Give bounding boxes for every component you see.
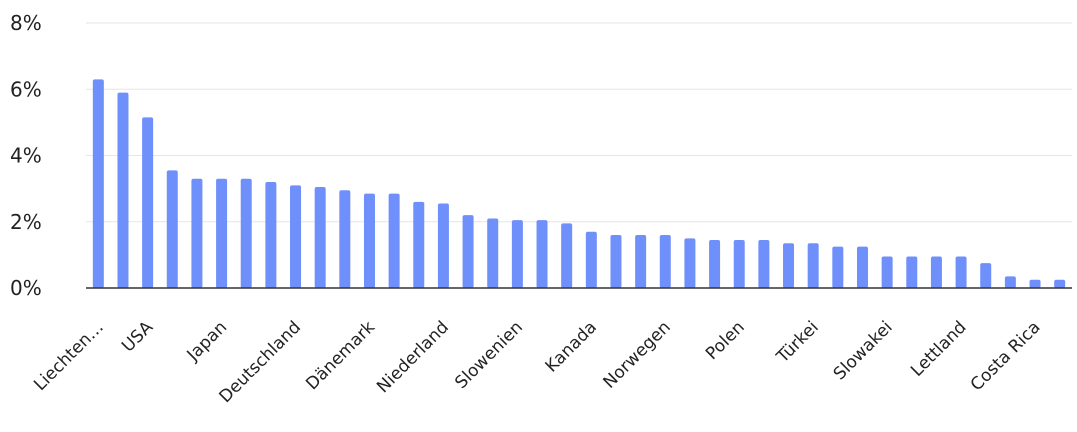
y-tick-label: 2% (10, 210, 42, 234)
bar (659, 235, 671, 288)
bar (487, 218, 499, 288)
bar (832, 246, 844, 288)
bar (709, 239, 721, 288)
bar (265, 182, 277, 288)
x-tick-label: Polen (702, 317, 749, 364)
bar (413, 201, 425, 288)
x-tick-label: Japan (183, 317, 231, 365)
y-tick-label: 8% (10, 11, 42, 35)
bar (117, 92, 129, 288)
grid-lines (86, 22, 1072, 223)
x-tick-label: Kanada (542, 317, 601, 376)
bar (511, 220, 523, 288)
y-tick-label: 4% (10, 144, 42, 168)
bar (92, 79, 104, 288)
x-tick-label: Dänemark (302, 317, 379, 394)
bar (1029, 279, 1041, 288)
bar (536, 220, 548, 288)
bar (930, 256, 942, 288)
x-tick-label: Norwegen (600, 317, 675, 392)
bar (881, 256, 893, 288)
bar (290, 185, 302, 288)
bar (906, 256, 918, 288)
bar (388, 193, 400, 288)
bar (635, 235, 647, 288)
bar (733, 239, 745, 288)
bar (955, 256, 967, 288)
bar (142, 117, 154, 288)
bar (363, 193, 375, 288)
x-axis-ticks: Liechten… USA JapanDeutschlandDänemarkNied… (30, 317, 1044, 407)
x-tick-label: Slowakei (830, 317, 897, 384)
bar (437, 203, 449, 288)
y-axis-ticks: 0% 2% 4% 6% 8% (10, 11, 42, 300)
bar (684, 238, 696, 288)
x-tick-label: USA (118, 317, 157, 356)
x-tick-label: Niederland (373, 317, 453, 397)
bar (610, 235, 622, 288)
bar (339, 190, 351, 288)
bar (856, 246, 868, 288)
bar (216, 178, 228, 288)
bars (92, 79, 1066, 288)
x-tick-label: Liechten… (30, 317, 108, 395)
y-tick-label: 6% (10, 77, 42, 101)
bar (314, 186, 326, 288)
x-tick-label: Costa Rica (967, 317, 1045, 395)
bar (585, 231, 597, 288)
bar (240, 178, 252, 288)
bar (1054, 279, 1066, 288)
bar (980, 263, 992, 288)
bar (561, 223, 573, 288)
bar (166, 170, 178, 288)
x-tick-label: Türkei (772, 317, 822, 367)
bar (758, 239, 770, 288)
x-tick-label: Lettland (907, 317, 970, 380)
x-tick-label: Slowenien (451, 317, 527, 393)
bar (783, 243, 795, 288)
bar (1004, 276, 1016, 288)
bar (191, 178, 203, 288)
bar (462, 215, 474, 288)
y-tick-label: 0% (10, 276, 42, 300)
bar (807, 243, 819, 288)
